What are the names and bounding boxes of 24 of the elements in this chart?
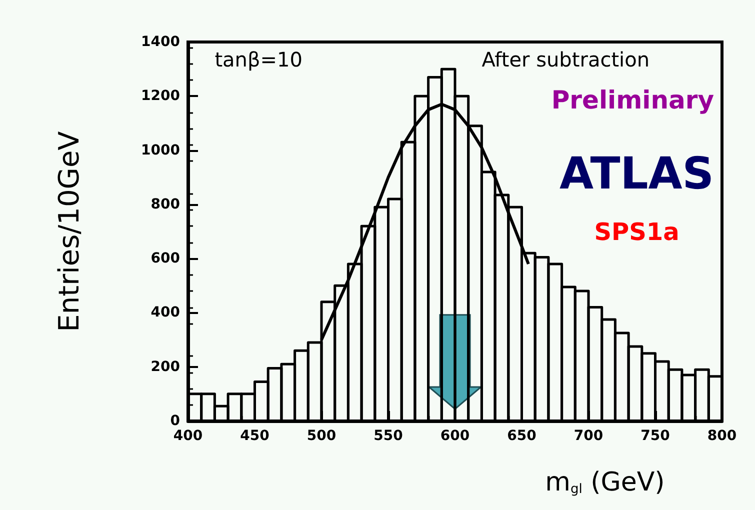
- x-axis-title: mgl (GeV): [545, 468, 665, 498]
- x-tick-label: 550: [374, 428, 404, 444]
- annotation: ATLAS: [560, 148, 714, 200]
- y-tick-label: 200: [150, 358, 180, 375]
- y-tick-label: 800: [150, 196, 180, 212]
- x-tick-label: 450: [240, 428, 270, 444]
- x-tick-label: 750: [640, 428, 670, 444]
- annotation: SPS1a: [594, 218, 680, 246]
- annotation: tanβ=10: [214, 48, 302, 72]
- y-tick-label: 600: [150, 250, 180, 267]
- y-tick-label: 400: [150, 304, 180, 321]
- x-tick-label: 500: [306, 428, 336, 444]
- y-tick-label: 1400: [141, 34, 180, 50]
- x-tick-label: 400: [173, 428, 203, 444]
- x-tick-label: 600: [440, 428, 470, 444]
- y-axis-title: Entries/10GeV: [52, 131, 86, 332]
- y-tick-label: 1200: [141, 88, 180, 104]
- annotation: After subtraction: [482, 48, 650, 72]
- x-tick-label: 650: [507, 428, 537, 444]
- y-tick-label: 0: [170, 413, 180, 429]
- x-tick-label: 700: [574, 428, 604, 444]
- y-tick-label: 1000: [141, 142, 180, 158]
- x-tick-label: 800: [707, 428, 737, 444]
- annotation: Preliminary: [551, 85, 714, 114]
